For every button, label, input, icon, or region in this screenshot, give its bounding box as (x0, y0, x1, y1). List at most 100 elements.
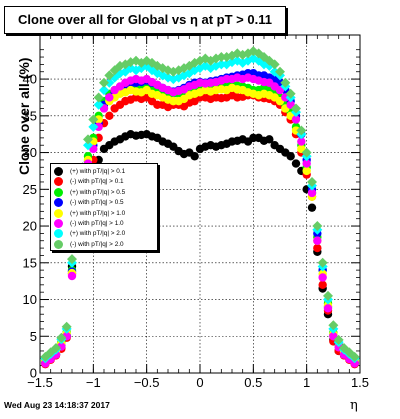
legend-marker (54, 239, 63, 249)
tick-labels: −1.5 −1 −0.5 0 0.5 1 1.5 0 5 10 15 20 25 30 35 40 (23, 72, 370, 390)
legend-marker (54, 229, 63, 239)
y-tick-label: 20 (23, 219, 37, 234)
y-tick-label: 30 (23, 145, 37, 160)
legend-item: (+) with pT/|q| > 0.5 (51, 187, 157, 198)
legend-label: (-) with pT/|q| > 0.5 (70, 199, 124, 207)
data-point (328, 320, 339, 331)
legend-item: (-) with pT/|q| > 0.1 (51, 176, 157, 187)
legend-marker (54, 187, 63, 197)
data-point (269, 59, 280, 70)
data-point (99, 85, 109, 96)
data-point (88, 114, 99, 125)
data-point (285, 88, 296, 99)
data-point (275, 66, 285, 77)
data-point (67, 254, 77, 265)
y-tick-label: 0 (30, 366, 37, 381)
legend-marker (54, 167, 63, 176)
data-point (94, 115, 103, 124)
legend-label: (+) with pT/|q| > 0.1 (70, 168, 126, 175)
data-point (291, 115, 301, 124)
data-point (313, 236, 322, 245)
legend-marker (54, 198, 63, 208)
data-point (317, 257, 328, 268)
data-point (88, 121, 99, 132)
legend-item: (+) with pT/|q| > 2.0 (51, 228, 157, 239)
y-axis-label: Clone over all (%) (16, 57, 32, 175)
legend-label: (+) with pT/|q| > 2.0 (70, 230, 126, 238)
data-point (104, 77, 115, 88)
legend-label: (-) with pT/|q| > 2.0 (70, 240, 124, 248)
timestamp: Wed Aug 23 14:18:37 2017 (4, 400, 110, 410)
data-point (93, 92, 104, 103)
data-point (216, 52, 227, 63)
y-tick-label: 35 (23, 108, 37, 123)
data-point (61, 321, 72, 332)
x-tick-label: 1.5 (351, 375, 369, 390)
data-point (56, 332, 67, 343)
data-point (67, 271, 77, 281)
data-point (313, 243, 322, 253)
legend: (+) with pT/|q| > 0.1 (-) with pT/|q| > 0… (50, 163, 158, 251)
data-point (248, 53, 259, 64)
x-tick-label: 0.5 (244, 375, 262, 390)
data-point (248, 46, 259, 57)
data-point (280, 77, 291, 88)
legend-marker (54, 208, 63, 218)
x-tick-label: −1 (86, 375, 101, 390)
data-point (94, 122, 103, 132)
legend-marker (54, 219, 63, 228)
data-point (302, 159, 311, 168)
data-point (51, 343, 61, 354)
data-point (350, 359, 359, 368)
legend-item: (-) with pT/|q| > 1.0 (51, 218, 157, 229)
data-point (83, 134, 93, 145)
data-point (105, 93, 114, 102)
legend-label: (+) with pT/|q| > 1.0 (70, 209, 126, 217)
data-point (307, 188, 317, 198)
data-point (190, 152, 199, 161)
data-point (301, 147, 312, 158)
y-tick-label: 25 (23, 182, 37, 197)
data-point (265, 135, 274, 144)
data-point (302, 166, 311, 176)
data-point (93, 99, 104, 110)
chart-title: Clone over all for Global vs η at pT > 0… (4, 6, 286, 34)
data-point (104, 70, 115, 81)
data-point (323, 304, 333, 313)
data-point (291, 159, 301, 168)
data-point (297, 137, 306, 146)
data-point (99, 77, 109, 88)
data-point (318, 273, 327, 282)
data-point (105, 111, 114, 121)
y-tick-label: 40 (23, 72, 37, 87)
data-point (333, 334, 344, 345)
data-point (318, 280, 327, 290)
data-point (296, 125, 307, 136)
legend-item: (-) with pT/|q| > 0.5 (51, 197, 157, 208)
data-point (323, 290, 333, 301)
legend-label: (-) with pT/|q| > 1.0 (70, 220, 124, 227)
y-tick-label: 15 (23, 255, 37, 270)
data-point (349, 351, 360, 362)
x-tick-label: 1 (303, 375, 310, 390)
axis-ticks (39, 35, 361, 374)
data-point (307, 203, 317, 212)
x-tick-label: 0 (196, 375, 203, 390)
x-axis-label: η (350, 398, 358, 413)
x-tick-label: −1.5 (27, 375, 53, 390)
legend-marker (54, 177, 63, 187)
data-point (83, 140, 93, 151)
data-point (291, 103, 301, 114)
y-tick-label: 10 (23, 292, 37, 307)
data-point (286, 152, 295, 161)
legend-item: (+) with pT/|q| > 1.0 (51, 208, 157, 219)
x-tick-label: −0.5 (134, 375, 160, 390)
legend-label: (-) with pT/|q| > 0.1 (70, 178, 124, 186)
data-point (312, 221, 323, 232)
data-point (307, 176, 317, 187)
legend-label: (+) with pT/|q| > 0.5 (70, 188, 126, 196)
legend-item: (-) with pT/|q| > 2.0 (51, 239, 157, 250)
data-point (216, 59, 227, 70)
legend-item: (+) with pT/|q| > 0.1 (51, 166, 157, 177)
